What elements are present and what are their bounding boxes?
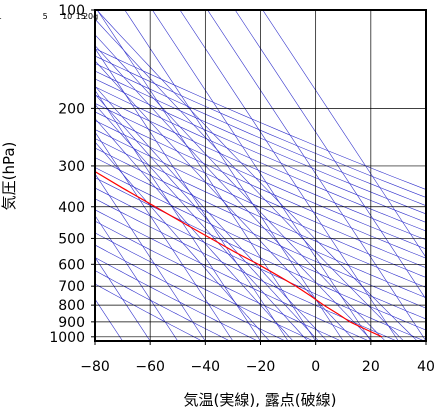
dry-adiabat-line	[95, 232, 314, 341]
dry-adiabat-line	[95, 111, 426, 259]
dry-adiabat-line	[95, 86, 426, 232]
isotherm-line	[179, 10, 399, 341]
isotherm-line	[96, 10, 316, 341]
mixing-ratio-label: 10	[62, 12, 72, 21]
dry-adiabat-line	[95, 120, 426, 269]
y-tick-label: 400	[58, 200, 85, 216]
mixing-ratio-line	[95, 104, 308, 341]
dry-adiabat-line	[95, 157, 426, 309]
x-tick-label: 0	[311, 359, 320, 375]
mixing-ratio-line	[96, 10, 418, 341]
y-tick-label: 900	[58, 315, 85, 331]
dry-adiabat-line	[95, 270, 230, 341]
dry-adiabat-line	[95, 187, 425, 341]
dry-adiabat-line	[95, 78, 426, 223]
dry-adiabat-line	[95, 48, 426, 190]
x-tick-label: −40	[191, 359, 221, 375]
dry-adiabat-line	[95, 103, 426, 250]
x-tick-label: −80	[80, 359, 110, 375]
mixing-ratio-label: 15	[76, 12, 86, 21]
mixing-ratio-line	[95, 60, 356, 341]
dry-adiabat-line	[95, 177, 426, 331]
y-tick-label: 1000	[49, 330, 85, 346]
x-tick-label: 20	[362, 359, 380, 375]
y-tick-label: 800	[58, 298, 85, 314]
y-tick-label: 700	[58, 279, 85, 295]
mixing-ratio-line	[95, 118, 294, 341]
dry-adiabat-line	[95, 63, 426, 206]
series-group	[95, 170, 383, 338]
x-tick-label: −60	[135, 359, 165, 375]
mixing-ratio-line	[95, 141, 270, 341]
y-axis-label: 気圧(hPa)	[0, 142, 18, 211]
dry-adiabat-line	[95, 257, 258, 341]
y-tick-label: 200	[58, 101, 85, 117]
dry-adiabat-line	[95, 129, 426, 278]
dry-adiabat-line	[95, 138, 426, 288]
dry-adiabat-line	[95, 220, 342, 341]
y-tick-label: 100	[58, 3, 85, 19]
mixing-ratio-line	[95, 34, 386, 341]
mixing-ratio-labels: 15101520g	[0, 12, 98, 21]
y-tick-label: 300	[58, 159, 85, 175]
mixing-ratio-line	[95, 18, 404, 341]
isotherm-line	[207, 10, 426, 341]
x-tick-label: 40	[417, 359, 435, 375]
mixing-ratio-line	[95, 85, 328, 341]
mixing-ratio-label: 20g	[83, 12, 98, 21]
thermodynamic-lines	[95, 10, 426, 341]
dry-adiabat-line	[95, 94, 426, 241]
dry-adiabat-line	[95, 147, 426, 299]
mixing-ratio-label: 5	[43, 12, 48, 21]
x-tick-label: −20	[246, 359, 276, 375]
x-axis-label: 気温(実線), 露点(破線)	[184, 391, 337, 409]
temperature-profile-line	[95, 170, 383, 338]
dry-adiabat-line	[95, 55, 426, 198]
dry-adiabat-line	[95, 283, 203, 341]
dry-adiabat-line	[95, 244, 286, 341]
y-tick-label: 600	[58, 257, 85, 273]
dry-adiabat-line	[95, 70, 426, 215]
isotherm-line	[152, 10, 372, 341]
y-tick-label: 500	[58, 231, 85, 247]
mixing-ratio-line	[95, 93, 319, 341]
x-axis: −80 −60 −40 −20 0 20 40	[80, 341, 435, 375]
mixing-ratio-label: 1	[0, 12, 2, 21]
dry-adiabat-line	[95, 167, 426, 320]
isotherm-line	[262, 10, 426, 258]
mixing-ratio-line	[95, 45, 373, 341]
dry-adiabat-line	[95, 209, 370, 341]
